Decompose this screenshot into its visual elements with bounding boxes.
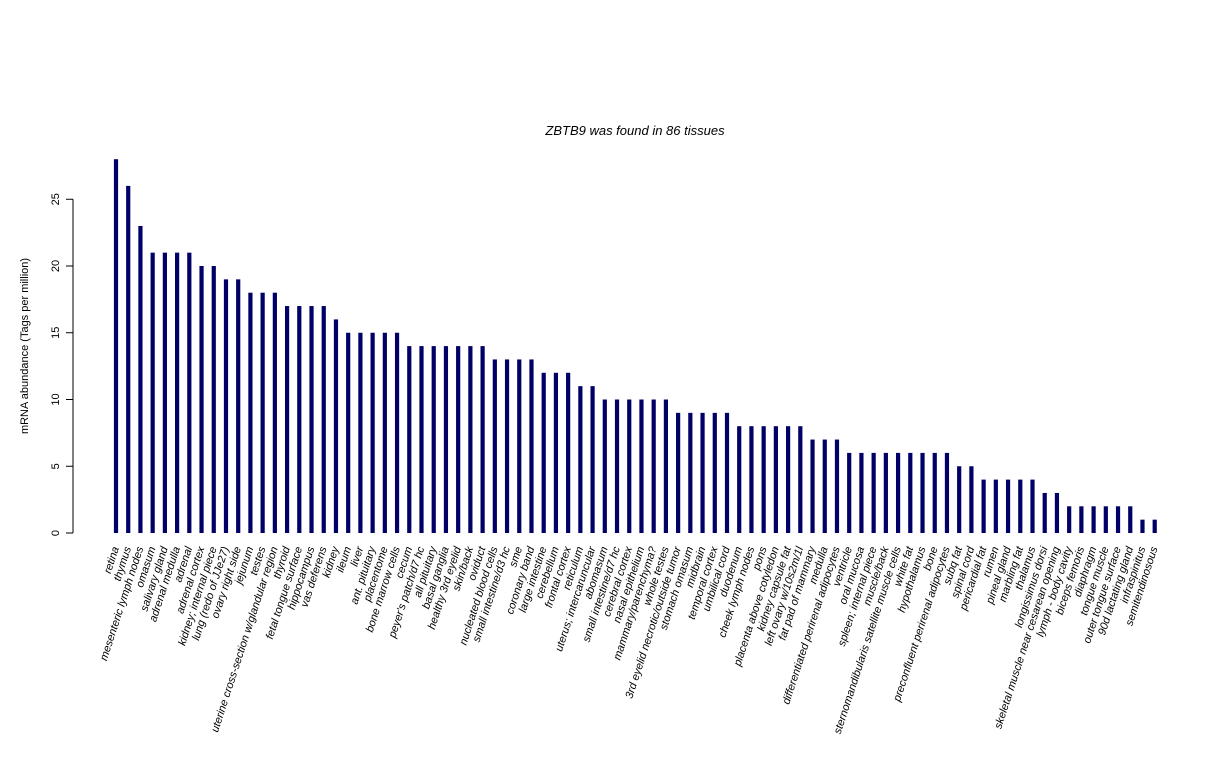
bar: [1079, 506, 1084, 533]
bar: [309, 306, 314, 533]
bar: [370, 332, 375, 533]
bar: [761, 426, 766, 533]
bar: [358, 332, 363, 533]
bar: [749, 426, 754, 533]
bars-group: [113, 159, 1157, 533]
bar: [456, 346, 461, 533]
y-tick-label: 20: [50, 260, 62, 272]
y-tick-label: 15: [50, 327, 62, 339]
bar: [321, 306, 326, 533]
bar: [920, 452, 925, 533]
bar: [700, 412, 705, 533]
bar: [773, 426, 778, 533]
bar: [1054, 492, 1060, 533]
bar: [663, 399, 668, 533]
bar: [517, 359, 522, 533]
bar: [737, 426, 742, 533]
bar: [394, 332, 400, 533]
bar: [333, 319, 339, 533]
bar: [138, 225, 143, 533]
bar: [981, 479, 986, 533]
bar: [602, 399, 607, 533]
bar: [419, 346, 424, 533]
bar: [1091, 506, 1096, 533]
bar: [1128, 506, 1133, 533]
bar: [1030, 479, 1035, 533]
bar: [1067, 506, 1072, 533]
bar: [211, 266, 216, 533]
bar: [883, 452, 888, 533]
bar: [223, 279, 229, 533]
y-tick-label: 5: [50, 463, 62, 469]
bar: [1115, 506, 1121, 533]
y-tick-label: 0: [50, 530, 62, 536]
bar: [957, 466, 962, 533]
bar: [162, 252, 167, 533]
bar: [126, 185, 131, 533]
bar: [798, 426, 803, 533]
bar: [113, 159, 119, 533]
bar: [541, 372, 546, 533]
bar: [150, 252, 155, 533]
bar: [895, 452, 901, 533]
bar: [272, 292, 277, 533]
bar: [834, 439, 840, 533]
bar: [260, 292, 265, 533]
bar: [676, 412, 681, 533]
y-axis-label: mRNA abundance (Tags per million): [19, 258, 31, 434]
bar: [578, 386, 583, 533]
bar: [529, 359, 534, 533]
bar: [480, 346, 485, 533]
bar: [810, 439, 815, 533]
bar: [1103, 506, 1108, 533]
y-axis: 0 5 10 15 20 25: [50, 193, 74, 536]
bar: [248, 292, 253, 533]
bar: [993, 479, 998, 533]
bar: [859, 452, 864, 533]
bar: [712, 412, 717, 533]
bar: [822, 439, 827, 533]
bar: [382, 332, 387, 533]
bar: [346, 332, 351, 533]
bar: [786, 426, 791, 533]
bar: [908, 452, 913, 533]
bar: [969, 466, 974, 533]
bar: [431, 346, 436, 533]
bar: [297, 306, 302, 533]
bar: [651, 399, 656, 533]
bar: [407, 346, 412, 533]
bar: [724, 412, 730, 533]
bar: [932, 452, 937, 533]
bar: [199, 266, 204, 533]
bar: [284, 306, 290, 533]
bar: [468, 346, 473, 533]
bar: [627, 399, 632, 533]
bar: [566, 372, 571, 533]
bar: [187, 252, 192, 533]
y-tick-label: 10: [50, 393, 62, 405]
bar: [1140, 519, 1145, 533]
bar: [639, 399, 644, 533]
bar: [1042, 492, 1047, 533]
bar: [443, 346, 449, 533]
y-tick-label: 25: [50, 193, 62, 205]
bar: [1152, 519, 1157, 533]
bar: [590, 386, 595, 533]
bar: [944, 452, 950, 533]
bar: [688, 412, 693, 533]
bar: [492, 359, 497, 533]
bar: [504, 359, 510, 533]
bar: [847, 452, 852, 533]
bar: [871, 452, 876, 533]
bar: [236, 279, 241, 533]
bar: [1018, 479, 1023, 533]
bar: [175, 252, 180, 533]
chart-title: ZBTB9 was found in 86 tissues: [544, 123, 725, 138]
bar: [553, 372, 559, 533]
bar: [1005, 479, 1011, 533]
bar: [614, 399, 620, 533]
